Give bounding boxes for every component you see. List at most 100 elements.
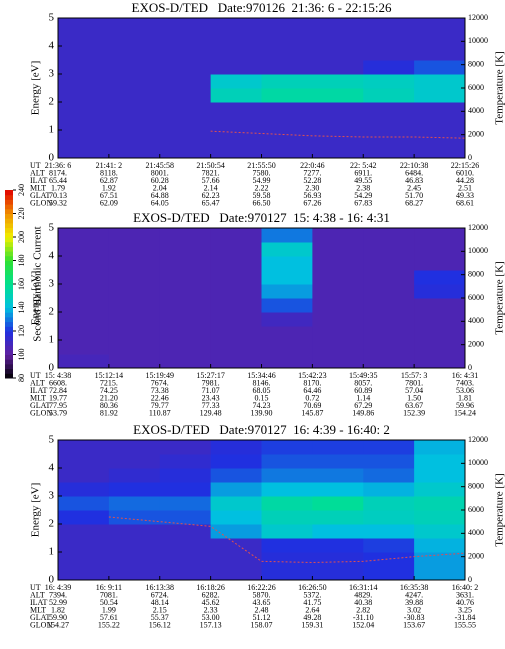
table-cell: 1.82 [51, 605, 65, 614]
heatmap-cell [159, 510, 212, 525]
heatmap-cell [108, 74, 161, 89]
heatmap-cell [210, 18, 262, 33]
heatmap-cell [210, 468, 262, 483]
heatmap-cell [108, 354, 161, 369]
x-tick-label: 16:40: 2 [452, 583, 478, 592]
heatmap-cell [261, 228, 313, 243]
table-row-label: ALT [30, 590, 45, 599]
x-tick-label: 22: 5:42 [350, 161, 376, 170]
heatmap-cell [210, 88, 262, 103]
heatmap-cell [363, 566, 415, 581]
colorbar-segment [5, 373, 13, 379]
table-cell: 74.25 [100, 386, 118, 395]
heatmap-cell [58, 60, 110, 75]
heatmap-cell [414, 256, 466, 271]
colorbar-segment [5, 227, 13, 233]
panel: EXOS-D/TED Date:970127 16: 4:39 - 16:40:… [30, 422, 505, 629]
y2-tick-label: 12000 [468, 13, 488, 22]
heatmap-cell [312, 74, 364, 89]
y-axis-label: Energy [eV] [30, 61, 42, 115]
table-row-label: GLAT [30, 401, 51, 410]
heatmap-cell [210, 538, 262, 553]
table-cell: 2.45 [407, 183, 421, 192]
heatmap-cell [159, 130, 212, 145]
table-cell: 6724. [151, 590, 169, 599]
panel-title: EXOS-D/TED Date:970126 21:36: 6 - 22:15:… [132, 0, 392, 15]
y2-tick-label: 12000 [468, 435, 488, 444]
y-tick-label: 4 [49, 462, 55, 474]
heatmap-cell [261, 496, 313, 511]
heatmap-cell [363, 298, 415, 313]
heatmap-cell [414, 74, 466, 89]
table-cell: 5870. [253, 590, 271, 599]
table-cell: 6484. [405, 168, 423, 177]
table-cell: 80.36 [100, 401, 118, 410]
heatmap-cell [58, 116, 110, 131]
y-tick-label: 1 [49, 334, 55, 346]
colorbar-segment [5, 279, 13, 285]
y2-tick-label: 0 [468, 575, 472, 584]
heatmap-cell [108, 228, 161, 243]
heatmap-cell [210, 524, 262, 539]
table-cell: 3.02 [407, 605, 421, 614]
colorbar-segment [5, 232, 13, 238]
table-row-label: ALT [30, 168, 45, 177]
heatmap-cell [414, 102, 466, 117]
x-tick-label: 15:19:49 [146, 371, 174, 380]
colorbar-segment [5, 335, 13, 341]
colorbar-tick-label: 140 [17, 302, 26, 314]
heatmap-cell [58, 256, 110, 271]
heatmap-cell [108, 312, 161, 327]
heatmap-cell [108, 524, 161, 539]
heatmap-cell [108, 340, 161, 355]
heatmap-cell [261, 454, 313, 469]
y2-tick-label: 8000 [468, 59, 484, 68]
heatmap-cell [261, 440, 313, 455]
table-cell: 19.77 [49, 393, 67, 402]
table-cell: 7674. [151, 378, 169, 387]
heatmap-cell [363, 256, 415, 271]
heatmap-cell [363, 312, 415, 327]
heatmap-cell [210, 116, 262, 131]
heatmap-cell [108, 496, 161, 511]
heatmap-cell [108, 60, 161, 75]
heatmap-cell [261, 298, 313, 313]
table-cell: 54.99 [253, 176, 271, 185]
colorbar-segment [5, 246, 13, 252]
y2-tick-label: 4000 [468, 316, 484, 325]
table-cell: 59.32 [49, 198, 67, 207]
heatmap-cell [108, 552, 161, 567]
table-row-label: GLON [30, 408, 52, 417]
table-cell: 59.58 [253, 191, 271, 200]
table-cell: 7215. [100, 378, 118, 387]
y-tick-label: 4 [49, 40, 55, 52]
heatmap-cell [363, 524, 415, 539]
heatmap-cell [58, 228, 110, 243]
heatmap-cell [414, 32, 466, 47]
x-tick-label: 21:45:58 [146, 161, 174, 170]
heatmap-cell [210, 130, 262, 145]
heatmap-cell [108, 468, 161, 483]
x-tick-label: 16: 4:31 [452, 371, 478, 380]
colorbar-segment [5, 321, 13, 327]
heatmap-cell [312, 60, 364, 75]
heatmap-cell [108, 116, 161, 131]
table-cell: 1.99 [102, 605, 116, 614]
heatmap-cell [108, 298, 161, 313]
table-cell: 56.93 [303, 191, 321, 200]
heatmap-cell [363, 510, 415, 525]
table-cell: -31.84 [455, 613, 476, 622]
table-cell: 1.79 [51, 183, 65, 192]
table-row-label: ALT [30, 378, 45, 387]
heatmap-cell [363, 32, 415, 47]
heatmap-cell [312, 312, 364, 327]
heatmap-cell [363, 74, 415, 89]
table-cell: 8057. [354, 378, 372, 387]
heatmap-cell [363, 284, 415, 299]
heatmap-cell [210, 228, 262, 243]
heatmap-cell [312, 144, 364, 159]
heatmap-cell [363, 270, 415, 285]
colorbar-segment [5, 340, 13, 346]
table-cell: 2.30 [305, 183, 319, 192]
heatmap-cell [58, 270, 110, 285]
